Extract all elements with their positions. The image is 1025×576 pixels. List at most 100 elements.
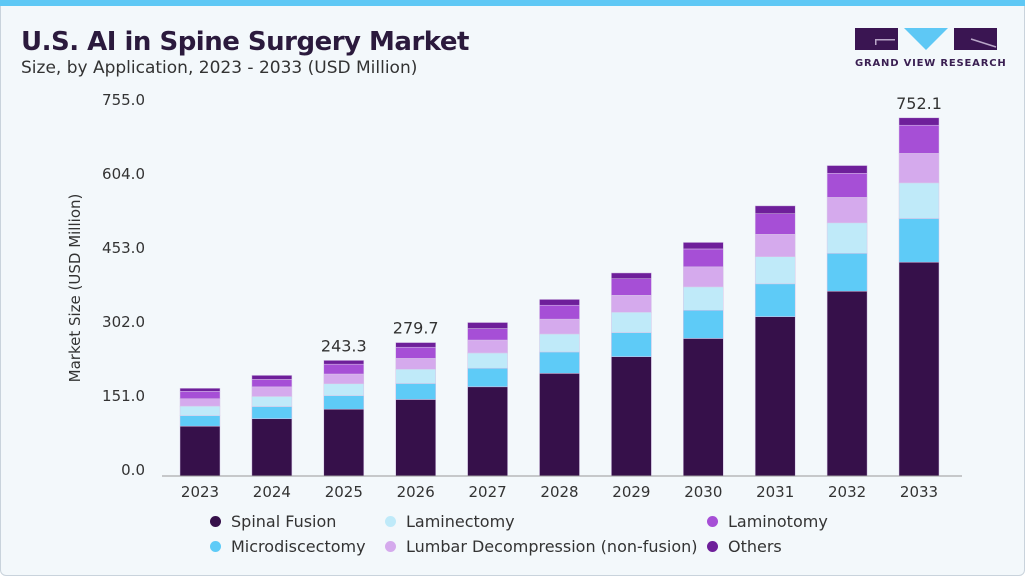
bar-segment-microdiscectomy-2029 [611, 332, 652, 357]
bar-segment-lumbar-decompression-non-fusion--2029 [611, 295, 652, 313]
legend-item: Spinal Fusion [210, 512, 336, 531]
bar-segment-others-2033 [898, 117, 940, 126]
chart-title: U.S. AI in Spine Surgery Market [21, 27, 469, 57]
bar-segment-laminotomy-2025 [323, 363, 365, 375]
x-tick-label: 2033 [900, 483, 938, 501]
bar-segment-spinal-fusion-2031 [754, 316, 796, 477]
bar-segment-spinal-fusion-2030 [683, 338, 724, 477]
bar-segment-laminotomy-2026 [395, 346, 436, 359]
bar-segment-laminectomy-2024 [251, 396, 293, 407]
bar-segment-microdiscectomy-2025 [323, 395, 365, 410]
bar-segment-lumbar-decompression-non-fusion--2024 [251, 386, 293, 397]
bar-segment-laminotomy-2023 [179, 391, 221, 399]
y-tick-label: 755.0 [102, 91, 145, 109]
bar-segment-lumbar-decompression-non-fusion--2025 [323, 373, 365, 385]
legend-swatch [707, 516, 718, 527]
bar-segment-lumbar-decompression-non-fusion--2033 [898, 153, 940, 184]
bar-segment-laminectomy-2032 [826, 222, 868, 254]
x-tick-label: 2031 [756, 483, 794, 501]
bar-segment-laminotomy-2028 [539, 304, 580, 320]
x-tick-label: 2024 [253, 483, 291, 501]
bar-segment-microdiscectomy-2027 [467, 367, 508, 388]
bar-segment-others-2028 [539, 299, 580, 306]
bar-segment-lumbar-decompression-non-fusion--2031 [754, 234, 796, 257]
bar-segment-microdiscectomy-2030 [683, 310, 724, 339]
data-label-2026: 279.7 [393, 319, 439, 338]
y-tick-label: 453.0 [102, 239, 145, 257]
y-axis-label: Market Size (USD Million) [66, 194, 84, 383]
legend-swatch [210, 541, 221, 552]
chart-subtitle: Size, by Application, 2023 - 2033 (USD M… [21, 58, 418, 78]
bar-segment-microdiscectomy-2028 [539, 351, 580, 374]
bar-segment-lumbar-decompression-non-fusion--2028 [539, 318, 580, 335]
x-tick-label: 2025 [325, 483, 363, 501]
bar-segment-laminotomy-2032 [826, 173, 868, 198]
bar-segment-lumbar-decompression-non-fusion--2030 [683, 266, 724, 288]
x-tick-label: 2032 [828, 483, 866, 501]
bar-segment-spinal-fusion-2029 [611, 356, 652, 477]
bar-segment-others-2026 [395, 342, 436, 348]
bar-segment-others-2029 [611, 272, 652, 279]
bar-segment-others-2024 [251, 375, 293, 380]
bar-segment-laminotomy-2027 [467, 328, 508, 341]
legend-label: Laminotomy [728, 512, 828, 531]
bar-segment-spinal-fusion-2023 [179, 425, 221, 477]
legend-item: Microdiscectomy [210, 537, 366, 556]
legend-label: Microdiscectomy [231, 537, 366, 556]
y-tick-label: 302.0 [102, 313, 145, 331]
bar-segment-laminotomy-2030 [683, 248, 724, 268]
legend-item: Laminotomy [707, 512, 828, 531]
bar-segment-microdiscectomy-2023 [179, 415, 221, 427]
y-tick-label: 151.0 [102, 387, 145, 405]
legend-swatch [385, 541, 396, 552]
bar-segment-microdiscectomy-2032 [826, 253, 868, 292]
legend-item: Laminectomy [385, 512, 515, 531]
bar-segment-laminectomy-2025 [323, 383, 365, 396]
bar-segment-spinal-fusion-2024 [251, 418, 293, 477]
bar-segment-laminotomy-2029 [611, 278, 652, 296]
logo-text: GRAND VIEW RESEARCH [855, 58, 1007, 69]
bar-segment-others-2025 [323, 360, 365, 365]
legend-swatch [385, 516, 396, 527]
bar-segment-laminectomy-2033 [898, 182, 940, 219]
bar-segment-laminectomy-2030 [683, 286, 724, 311]
data-label-2025: 243.3 [321, 336, 367, 355]
bar-segment-others-2031 [754, 205, 796, 214]
bar-segment-laminectomy-2028 [539, 333, 580, 353]
bar-segment-spinal-fusion-2028 [539, 373, 580, 477]
x-tick-label: 2027 [469, 483, 507, 501]
bar-segment-laminectomy-2023 [179, 405, 221, 416]
legend-item: Lumbar Decompression (non-fusion) [385, 537, 698, 556]
bar-segment-laminotomy-2031 [754, 213, 796, 235]
bar-segment-others-2030 [683, 242, 724, 250]
bar-segment-spinal-fusion-2033 [898, 261, 940, 477]
bar-segment-laminectomy-2026 [395, 369, 436, 384]
bar-segment-lumbar-decompression-non-fusion--2026 [395, 358, 436, 370]
legend-swatch [210, 516, 221, 527]
bar-segment-others-2032 [826, 165, 868, 174]
bar-segment-others-2023 [179, 388, 221, 392]
legend-label: Others [728, 537, 782, 556]
x-tick-label: 2030 [684, 483, 722, 501]
bar-segment-laminotomy-2024 [251, 379, 293, 388]
bar-segment-others-2027 [467, 322, 508, 329]
bar-segment-microdiscectomy-2033 [898, 218, 940, 263]
bar-segment-spinal-fusion-2026 [395, 399, 436, 477]
bar-segment-laminotomy-2033 [898, 124, 940, 154]
bar-segment-laminectomy-2031 [754, 256, 796, 285]
bar-segment-laminectomy-2029 [611, 312, 652, 333]
x-tick-label: 2026 [397, 483, 435, 501]
bar-segment-spinal-fusion-2032 [826, 290, 868, 477]
bar-segment-microdiscectomy-2026 [395, 383, 436, 400]
top-accent-bar [0, 0, 1025, 6]
bar-segment-lumbar-decompression-non-fusion--2032 [826, 197, 868, 224]
bar-segment-microdiscectomy-2031 [754, 283, 796, 317]
bar-segment-microdiscectomy-2024 [251, 406, 293, 420]
bar-segment-lumbar-decompression-non-fusion--2027 [467, 339, 508, 354]
y-tick-label: 0.0 [121, 461, 145, 479]
x-tick-label: 2023 [181, 483, 219, 501]
legend-item: Others [707, 537, 782, 556]
bar-segment-spinal-fusion-2027 [467, 386, 508, 477]
y-tick-label: 604.0 [102, 165, 145, 183]
